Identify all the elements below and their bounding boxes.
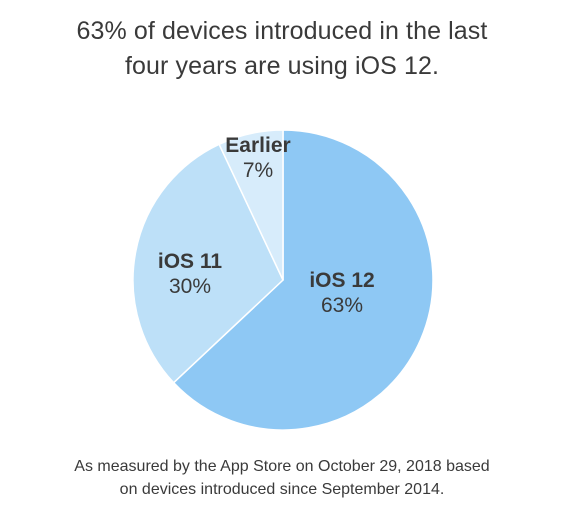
slice-label-ios-12: iOS 12	[309, 269, 374, 292]
chart-title-line-2: four years are using iOS 12.	[124, 52, 440, 80]
pie-slice-ios-11	[132, 143, 284, 384]
pie-slice-ios-12	[172, 129, 434, 431]
footnote-line-1: As measured by the App Store on October …	[74, 458, 490, 475]
slice-label-ios-11: iOS 11	[158, 250, 223, 273]
chart-title: 63% of devices introduced in the last fo…	[0, 14, 564, 84]
footnote-line-2: on devices introduced since September 20…	[119, 481, 445, 498]
chart-footnote: As measured by the App Store on October …	[0, 455, 564, 501]
slice-label-earlier: Earlier	[225, 134, 290, 157]
slice-value-ios-11: 30%	[169, 275, 211, 298]
pie-slice-earlier	[218, 129, 284, 281]
slice-value-earlier: 7%	[243, 159, 273, 182]
chart-title-line-1: 63% of devices introduced in the last	[76, 17, 488, 45]
pie-slices	[132, 129, 434, 431]
slice-value-ios-12: 63%	[321, 294, 363, 317]
